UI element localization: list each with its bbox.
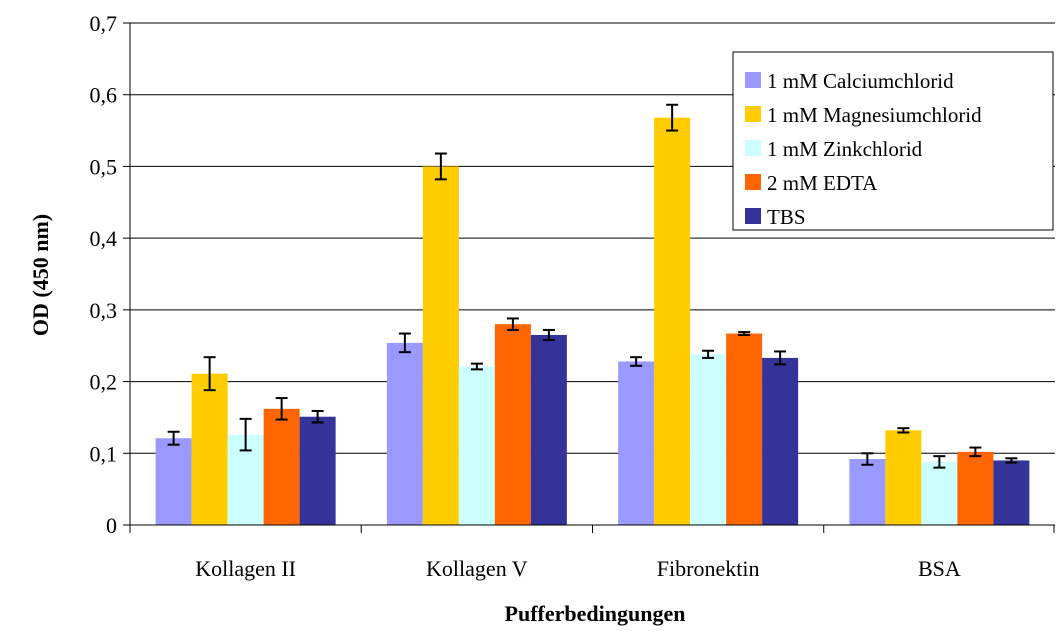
legend-label: 1 mM Calciumchlorid: [767, 69, 954, 93]
x-category-label: Kollagen V: [426, 556, 528, 581]
bar: [993, 460, 1030, 525]
bar: [726, 333, 763, 525]
y-tick-label: 0,7: [90, 11, 118, 36]
bar: [654, 117, 691, 526]
legend-label: 2 mM EDTA: [767, 171, 878, 195]
x-axis-title: Pufferbedingungen: [505, 601, 686, 626]
bar: [458, 366, 495, 525]
bar: [422, 166, 459, 525]
bar: [921, 461, 958, 525]
bars: [155, 117, 1030, 526]
error-bars: [167, 103, 1018, 469]
bar: [690, 354, 727, 525]
legend-swatch: [745, 72, 761, 88]
legend: 1 mM Calciumchlorid 1 mM Magnesiumchlorid…: [732, 51, 1054, 231]
y-tick-label: 0: [106, 513, 117, 538]
x-category-label: BSA: [918, 556, 961, 581]
bar: [530, 334, 567, 525]
y-tick-label: 0,5: [90, 154, 118, 179]
y-tick-label: 0,4: [90, 226, 118, 251]
axes: [123, 22, 1055, 533]
legend-label: 1 mM Zinkchlorid: [767, 137, 923, 161]
bar: [849, 459, 886, 525]
legend-swatch: [745, 140, 761, 156]
bar: [957, 451, 994, 525]
bar: [494, 324, 531, 525]
x-category-label: Kollagen II: [195, 556, 296, 581]
legend-swatch: [745, 174, 761, 190]
y-axis-title: OD (450 nm): [28, 214, 53, 336]
bar: [191, 373, 228, 525]
legend-label: 1 mM Magnesiumchlorid: [767, 103, 982, 127]
y-tick-label: 0,6: [90, 83, 118, 108]
legend-swatch: [745, 106, 761, 122]
y-tick-labels: 0 0,1 0,2 0,3 0,4 0,5 0,6 0,7: [90, 11, 118, 538]
bar: [155, 438, 192, 525]
x-category-labels: Kollagen II Kollagen V Fibronektin BSA: [195, 556, 961, 581]
bar: [386, 342, 423, 525]
bar: [885, 430, 922, 525]
y-tick-label: 0,3: [90, 298, 118, 323]
bar: [299, 416, 336, 525]
y-tick-label: 0,2: [90, 370, 118, 395]
bar: [263, 408, 300, 525]
gridlines: [130, 22, 1055, 454]
bar: [618, 361, 655, 525]
y-tick-label: 0,1: [90, 441, 118, 466]
x-category-label: Fibronektin: [657, 556, 760, 581]
bar: [762, 357, 799, 525]
legend-box: [732, 51, 1054, 231]
legend-label: TBS: [767, 205, 806, 229]
legend-swatch: [745, 208, 761, 224]
